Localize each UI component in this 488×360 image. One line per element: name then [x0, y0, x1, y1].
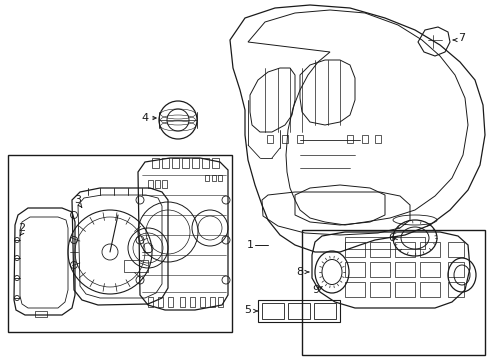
- Bar: [345, 237, 424, 249]
- Bar: [345, 262, 364, 277]
- Bar: [200, 297, 204, 307]
- Bar: [162, 158, 169, 168]
- Bar: [204, 175, 208, 181]
- Bar: [419, 262, 439, 277]
- Text: 3: 3: [74, 195, 81, 205]
- Bar: [262, 303, 284, 319]
- Bar: [447, 282, 463, 297]
- Text: 4: 4: [141, 113, 148, 123]
- Bar: [394, 282, 414, 297]
- Bar: [35, 311, 47, 317]
- Bar: [162, 180, 167, 188]
- Bar: [374, 135, 380, 143]
- Bar: [182, 158, 189, 168]
- Bar: [190, 297, 195, 307]
- Bar: [287, 303, 309, 319]
- Bar: [152, 158, 159, 168]
- Bar: [148, 297, 153, 307]
- Bar: [369, 242, 389, 257]
- Bar: [8, 155, 231, 332]
- Text: 6: 6: [387, 233, 395, 243]
- Bar: [447, 262, 463, 277]
- Text: 9: 9: [312, 285, 319, 295]
- Bar: [266, 135, 272, 143]
- Bar: [212, 158, 219, 168]
- Bar: [202, 158, 208, 168]
- Bar: [302, 230, 484, 355]
- Bar: [345, 282, 364, 297]
- Bar: [345, 242, 364, 257]
- Bar: [419, 242, 439, 257]
- Bar: [258, 300, 339, 322]
- Bar: [346, 135, 352, 143]
- Bar: [192, 158, 199, 168]
- Bar: [419, 282, 439, 297]
- Bar: [218, 175, 222, 181]
- Bar: [282, 135, 287, 143]
- Bar: [168, 297, 173, 307]
- Bar: [361, 135, 367, 143]
- Bar: [369, 262, 389, 277]
- Text: 7: 7: [458, 33, 465, 43]
- Bar: [369, 282, 389, 297]
- Bar: [180, 297, 184, 307]
- Bar: [212, 175, 216, 181]
- Bar: [158, 297, 163, 307]
- Bar: [447, 242, 463, 257]
- Text: 8: 8: [296, 267, 303, 277]
- Bar: [209, 297, 215, 307]
- Bar: [124, 260, 148, 272]
- Bar: [148, 180, 153, 188]
- Bar: [394, 242, 414, 257]
- Bar: [296, 135, 303, 143]
- Bar: [172, 158, 179, 168]
- Bar: [155, 180, 160, 188]
- Text: 5: 5: [244, 305, 251, 315]
- Text: 2: 2: [19, 223, 25, 233]
- Bar: [218, 297, 223, 307]
- Bar: [313, 303, 335, 319]
- Text: 1: 1: [246, 240, 253, 250]
- Bar: [394, 262, 414, 277]
